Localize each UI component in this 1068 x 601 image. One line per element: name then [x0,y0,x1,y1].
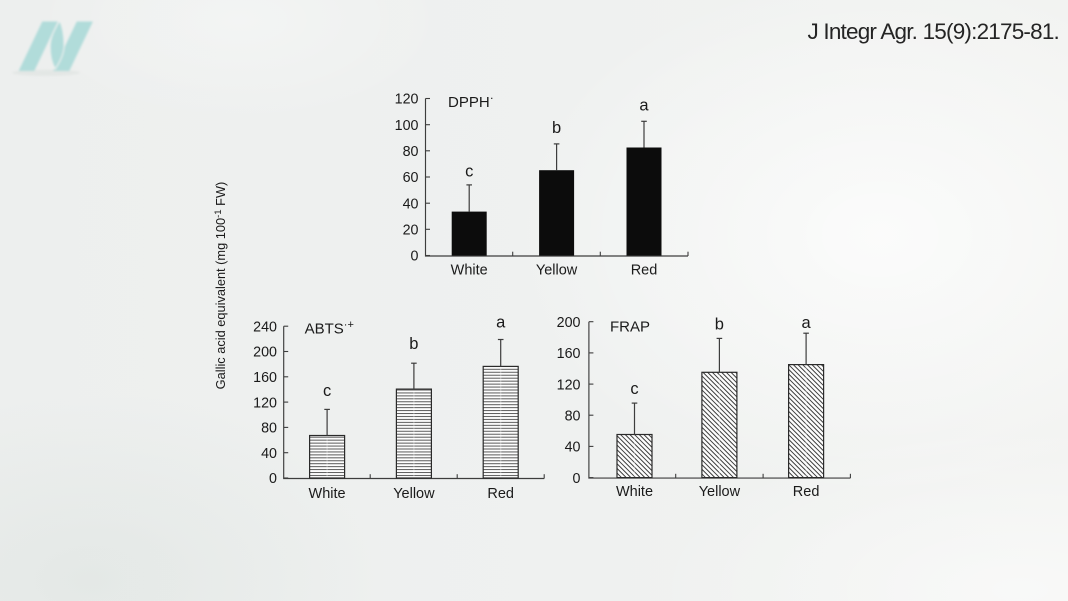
svg-text:DPPH·: DPPH· [448,91,494,112]
svg-text:120: 120 [557,377,581,393]
svg-text:120: 120 [395,92,419,108]
svg-text:200: 200 [557,315,581,331]
svg-text:240: 240 [253,319,277,335]
svg-text:a: a [802,314,812,332]
svg-text:White: White [616,484,653,500]
svg-text:40: 40 [565,440,581,456]
svg-text:80: 80 [261,421,277,437]
svg-text:120: 120 [253,395,277,411]
svg-text:160: 160 [253,370,277,386]
svg-text:b: b [715,316,724,334]
svg-text:Red: Red [631,262,658,278]
svg-text:FRAP: FRAP [610,319,650,336]
svg-text:60: 60 [403,170,419,186]
svg-text:40: 40 [403,196,419,212]
svg-text:White: White [309,486,346,502]
svg-text:White: White [451,262,488,278]
svg-text:b: b [409,335,418,353]
svg-text:40: 40 [261,446,277,462]
svg-text:Red: Red [487,486,514,502]
svg-text:0: 0 [573,471,581,487]
svg-text:Yellow: Yellow [536,262,578,278]
svg-text:Yellow: Yellow [393,486,435,502]
svg-text:200: 200 [253,345,277,361]
svg-text:Yellow: Yellow [699,484,741,500]
svg-text:160: 160 [557,346,581,362]
svg-text:80: 80 [565,408,581,424]
svg-text:c: c [465,163,473,181]
svg-text:c: c [323,382,331,400]
svg-text:80: 80 [403,144,419,160]
svg-text:b: b [552,119,561,137]
svg-text:Red: Red [793,484,820,500]
svg-text:20: 20 [403,223,419,239]
svg-text:a: a [639,96,649,114]
svg-text:c: c [630,380,638,398]
svg-text:0: 0 [269,471,277,487]
svg-text:ABTS·+: ABTS·+ [305,319,354,338]
svg-text:a: a [496,313,506,331]
svg-text:100: 100 [395,118,419,134]
svg-text:Gallic acid equivalent (mg 100: Gallic acid equivalent (mg 100-1 FW) [213,182,228,390]
svg-text:0: 0 [411,249,419,265]
svg-text:J Integr Agr. 15(9):2175-81.: J Integr Agr. 15(9):2175-81. [807,19,1059,44]
